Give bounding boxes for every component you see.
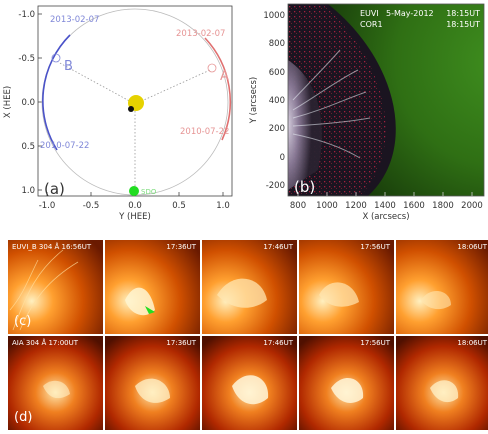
panel-b-ytick: 800 <box>269 39 285 49</box>
aia-tile-2: 17:36UT <box>105 336 200 430</box>
earth-marker <box>128 106 134 112</box>
euvi-tile-label: 17:56UT <box>360 243 390 251</box>
panel-b-instrument-1: EUVI <box>360 9 379 18</box>
panel-b-instrument-2: COR1 <box>360 20 383 29</box>
euvi-tile-5: 18:06UT <box>396 240 488 334</box>
panel-b-xtick: 1200 <box>345 201 367 211</box>
panel-b-xtick: 1600 <box>403 201 425 211</box>
aia-tile-5: 18:06UT <box>396 336 488 430</box>
panel-a-xtick: 1.0 <box>216 201 230 211</box>
panel-b-xtick: 800 <box>290 201 306 211</box>
stereo-a-arc <box>204 37 232 141</box>
euvi-tile-label: EUVI_B 304 Å 16:56UT <box>12 243 92 251</box>
panel-b-xtick: 1800 <box>432 201 454 211</box>
green-arrow-icon <box>145 306 155 314</box>
panel-a-xtick: -1.0 <box>39 201 56 211</box>
aia-tile-4: 17:56UT <box>299 336 394 430</box>
stereo-a-date-end: 2010-07-22 <box>180 127 229 137</box>
euvi-tile-3: 17:46UT <box>202 240 297 334</box>
panel-a-label: (a) <box>44 180 65 198</box>
aia-tile-label: 17:46UT <box>263 339 293 347</box>
panel-b-xtick: 1400 <box>374 201 396 211</box>
stereo-a-name: A <box>220 69 229 84</box>
stereo-b-date-end: 2010-07-22 <box>40 141 89 151</box>
euvi-tile-1: EUVI_B 304 Å 16:56UT <box>8 240 103 334</box>
stereo-b-arc <box>42 34 71 151</box>
aia-tile-label: AIA 304 Å 17:00UT <box>12 339 79 347</box>
stereo-a-marker <box>207 63 217 73</box>
panel-b-ylabel: Y (arcsecs) <box>249 77 259 124</box>
panel-b-ytick: 200 <box>269 124 285 134</box>
panel-b-label: (b) <box>294 178 315 196</box>
euvi-tile-label: 18:06UT <box>457 243 487 251</box>
euvi-tile-4: 17:56UT <box>299 240 394 334</box>
panel-b-time-2: 18:15UT <box>446 20 480 29</box>
panel-a-xtick: -0.5 <box>83 201 100 211</box>
panel-b-ytick: 400 <box>269 96 285 106</box>
panel-a-ytick: 0.0 <box>21 98 35 108</box>
panel-a-ytick: 0.5 <box>21 142 35 152</box>
panel-b-xtick: 2000 <box>461 201 483 211</box>
stereo-b-date-start: 2013-02-07 <box>50 15 99 25</box>
panel-b-xlabel: X (arcsecs) <box>362 212 409 222</box>
sdo-label: SDO <box>141 188 157 196</box>
panel-a-ylabel: X (HEE) <box>3 86 13 118</box>
panel-b-time-1: 18:15UT <box>446 9 480 18</box>
panel-a-ytick: -1.0 <box>18 10 35 20</box>
image-sequence-block: EUVI_B 304 Å 16:56UT 17:36UT 17:46UT 17:… <box>8 240 488 434</box>
panel-b-composite-image: EUVI COR1 5-May-2012 18:15UT 18:15UT (b)… <box>249 3 485 222</box>
stereo-b-marker <box>51 53 61 63</box>
panel-b-date: 5-May-2012 <box>386 9 434 18</box>
panel-c-label: (c) <box>14 314 32 329</box>
panel-b-ytick: 0 <box>280 153 285 163</box>
stereo-b-name: B <box>64 59 73 74</box>
panel-b-ytick: 1000 <box>263 11 285 21</box>
panel-a-xlabel: Y (HEE) <box>118 212 151 222</box>
sdo-marker <box>129 186 139 196</box>
panel-a-orbit-plot: B A 2013-02-07 2010-07-22 2013-02-07 201… <box>3 5 233 222</box>
aia-tile-label: 17:56UT <box>360 339 390 347</box>
panel-a-xtick: 0.5 <box>172 201 186 211</box>
panel-b-ytick: -200 <box>266 181 285 191</box>
aia-tile-3: 17:46UT <box>202 336 297 430</box>
panel-a-xtick: 0.0 <box>128 201 142 211</box>
euvi-tile-label: 17:46UT <box>263 243 293 251</box>
stereo-a-date-start: 2013-02-07 <box>176 29 225 39</box>
panel-b-ytick: 600 <box>269 68 285 78</box>
aia-tile-label: 18:06UT <box>457 339 487 347</box>
euvi-tile-label: 17:36UT <box>166 243 196 251</box>
aia-tile-1: AIA 304 Å 17:00UT <box>8 336 103 430</box>
aia-tile-label: 17:36UT <box>166 339 196 347</box>
panel-a-ytick: 1.0 <box>21 186 35 196</box>
panel-a-ytick: -0.5 <box>18 54 35 64</box>
euvi-tile-2: 17:36UT <box>105 240 200 334</box>
panel-d-label: (d) <box>14 410 33 425</box>
panel-b-xtick: 1000 <box>316 201 338 211</box>
